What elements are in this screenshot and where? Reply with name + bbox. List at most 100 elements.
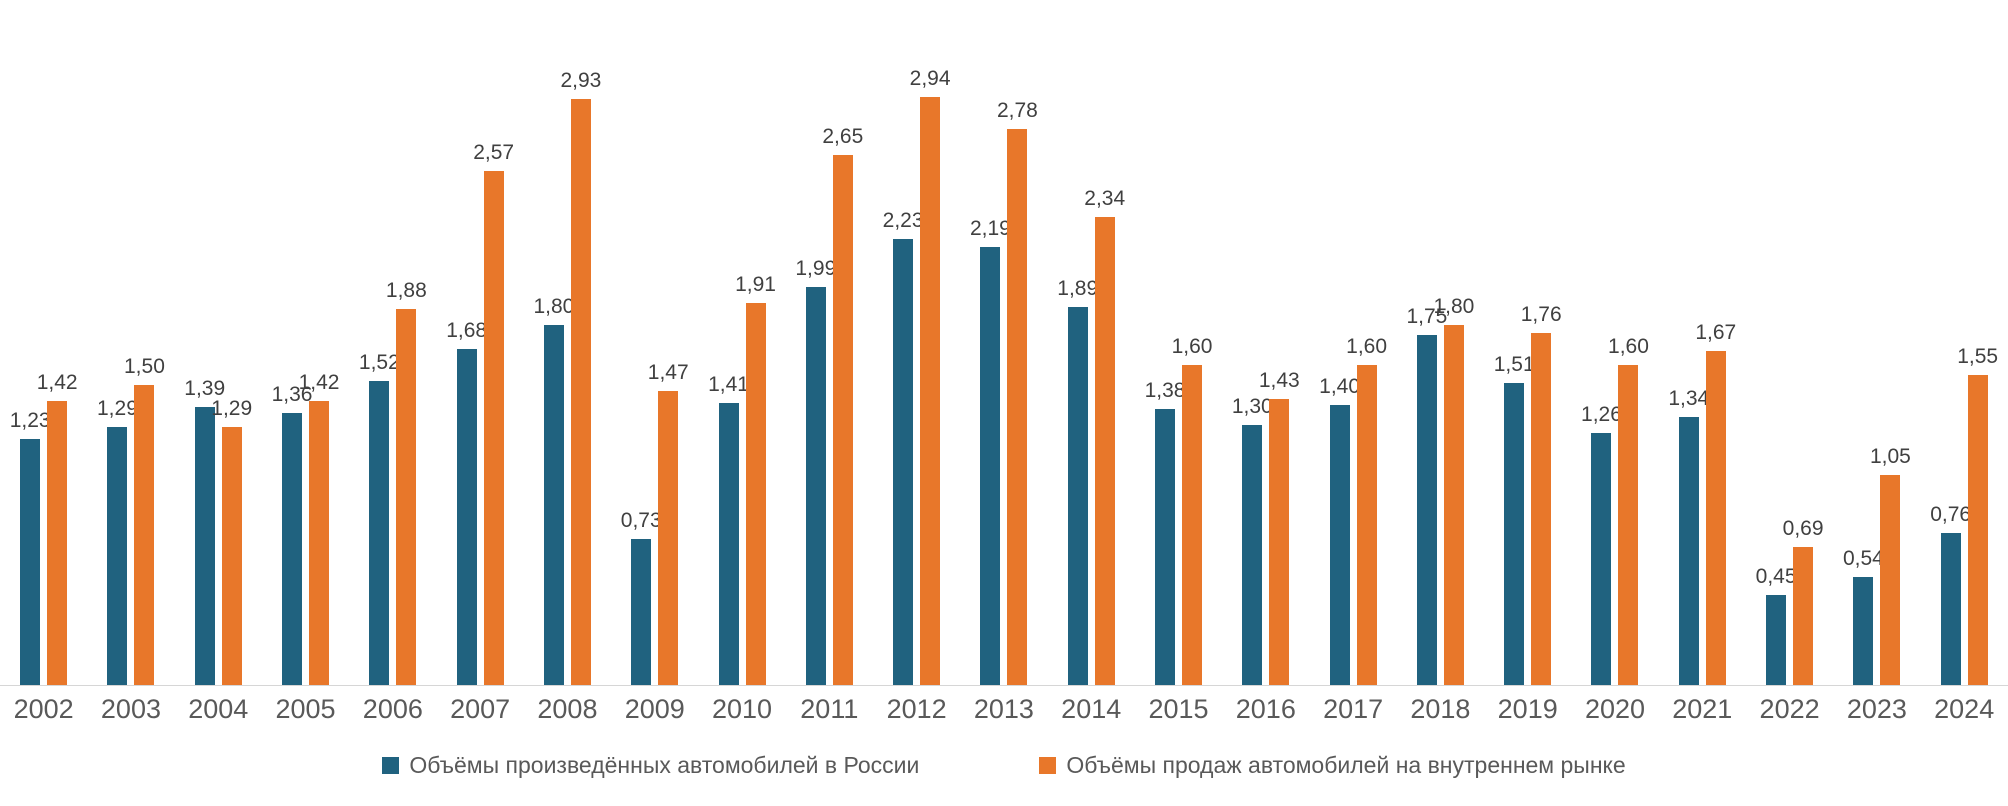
value-label: 1,60: [1171, 335, 1213, 358]
production-bar-2016: 1,30: [1232, 395, 1273, 685]
sales-bar-2003: 1,50: [124, 355, 165, 685]
production-bar-2005: 1,36: [272, 383, 312, 685]
x-axis-label-2019: 2019: [1497, 694, 1558, 724]
legend-label-production: Объёмы произведённых автомобилей в Росси…: [409, 752, 920, 778]
production-bar-2013: 2,19: [970, 217, 1011, 685]
sales-bar-2012: 2,94: [910, 67, 951, 685]
value-label: 1,30: [1231, 395, 1273, 418]
legend: Объёмы произведённых автомобилей в Росси…: [0, 752, 2008, 779]
sales-bar-2020: 1,60: [1608, 335, 1649, 685]
value-label: 1,41: [708, 373, 749, 396]
production-bar-2019: 1,51: [1494, 353, 1535, 685]
value-label: 1,42: [298, 371, 340, 394]
legend-item-sales: Объёмы продаж автомобилей на внутреннем …: [1039, 752, 1626, 779]
sales-bar-2002: 1,42: [37, 371, 78, 685]
value-label: 2,23: [882, 209, 924, 232]
value-label: 1,68: [446, 319, 488, 342]
production-bar-2012: 2,23: [883, 209, 924, 685]
value-label: 1,29: [97, 397, 138, 420]
x-axis-label-2011: 2011: [800, 694, 859, 724]
x-axis-label-2016: 2016: [1235, 694, 1296, 724]
bar-group-2012: 2,23 2,94: [873, 0, 960, 685]
value-label: 1,88: [385, 279, 427, 302]
x-axis-label-2024: 2024: [1934, 694, 1995, 724]
sales-bar-2006: 1,88: [386, 279, 427, 685]
sales-bar-2022: 0,69: [1783, 517, 1824, 685]
sales-bar-2018: 1,80: [1433, 295, 1474, 685]
sales-bar-2023: 1,05: [1870, 445, 1911, 685]
production-bar-2018: 1,75: [1406, 305, 1447, 685]
bar-group-2023: 0,54 1,05: [1833, 0, 1920, 685]
production-bar-2020: 1,26: [1581, 403, 1622, 685]
production-bar-2007: 1,68: [446, 319, 487, 685]
value-label: 1,75: [1406, 305, 1448, 328]
production-bar-2023: 0,54: [1843, 547, 1884, 685]
value-label: 1,89: [1057, 277, 1099, 300]
sales-bar-2005: 1,42: [299, 371, 339, 685]
value-label: 1,80: [533, 295, 575, 318]
value-label: 1,39: [184, 377, 226, 400]
x-axis-label-2018: 2018: [1410, 694, 1471, 724]
production-bar-2006: 1,52: [359, 351, 400, 685]
value-label: 1,26: [1581, 403, 1622, 426]
value-label: 1,50: [124, 355, 165, 378]
x-axis-label-2006: 2006: [362, 694, 423, 724]
bar-group-2019: 1,51 1,76: [1484, 0, 1571, 685]
value-label: 0,45: [1755, 565, 1797, 588]
value-label: 1,36: [271, 383, 313, 406]
x-axis-label-2013: 2013: [973, 694, 1034, 724]
production-bar-2014: 1,89: [1057, 277, 1098, 685]
value-label: 1,60: [1608, 335, 1649, 358]
bar-group-2022: 0,45 0,69: [1746, 0, 1833, 685]
legend-swatch-sales: [1039, 757, 1057, 774]
value-label: 1,47: [647, 361, 689, 384]
value-label: 1,23: [9, 409, 51, 432]
value-label: 1,80: [1433, 295, 1475, 318]
sales-bar-2010: 1,91: [735, 273, 776, 685]
value-label: 1,51: [1493, 353, 1535, 376]
x-axis-label-2012: 2012: [886, 694, 947, 724]
sales-bar-2007: 2,57: [473, 141, 514, 685]
bar-group-2016: 1,30 1,43: [1222, 0, 1309, 685]
sales-bar-2019: 1,76: [1521, 303, 1562, 685]
value-label: 1,05: [1869, 445, 1911, 468]
x-axis-label-2002: 2002: [13, 694, 74, 724]
value-label: 1,99: [795, 257, 837, 280]
value-label: 1,60: [1346, 335, 1388, 358]
sales-bar-2004: 1,29: [211, 397, 252, 685]
value-label: 1,67: [1695, 321, 1737, 344]
value-label: 2,93: [560, 69, 602, 92]
x-axis-label-2010: 2010: [711, 694, 773, 724]
value-label: 1,43: [1258, 369, 1300, 392]
plot-area: 1,23 1,42 1,29 1,50 1,39 1,29 1,36 1,42 1,52 1,88…: [0, 0, 2008, 686]
value-label: 2,65: [822, 125, 864, 148]
value-label: 1,40: [1319, 375, 1361, 398]
sales-bar-2015: 1,60: [1172, 335, 1212, 685]
value-label: 1,52: [358, 351, 400, 374]
bar-group-2021: 1,34 1,67: [1659, 0, 1746, 685]
sales-bar-2017: 1,60: [1346, 335, 1387, 685]
bar-group-2003: 1,29 1,50: [87, 0, 174, 685]
legend-swatch-production: [382, 757, 400, 774]
x-axis-label-2005: 2005: [275, 694, 336, 724]
bar-group-2011: 1,99 2,65: [786, 0, 873, 685]
production-bar-2003: 1,29: [97, 397, 138, 685]
production-bar-2022: 0,45: [1756, 565, 1797, 685]
bar-group-2005: 1,36 1,42: [262, 0, 349, 685]
x-axis-labels: 2002 2003 2004 2005 2006 2007 2008 2009 2010 2011…: [0, 694, 2008, 725]
sales-bar-2014: 2,34: [1084, 187, 1125, 685]
bar-group-2014: 1,89 2,34: [1048, 0, 1135, 685]
bar-group-2018: 1,75 1,80: [1397, 0, 1484, 685]
sales-bar-2021: 1,67: [1695, 321, 1736, 685]
production-bar-2021: 1,34: [1668, 387, 1709, 685]
value-label: 2,78: [996, 99, 1038, 122]
production-bar-2017: 1,40: [1319, 375, 1360, 685]
value-label: 0,54: [1842, 547, 1884, 570]
value-label: 1,34: [1668, 387, 1710, 410]
bar-group-2002: 1,23 1,42: [0, 0, 87, 685]
x-axis-label-2014: 2014: [1061, 694, 1122, 724]
bar-group-2008: 1,80 2,93: [524, 0, 611, 685]
bar-group-2017: 1,40 1,60: [1309, 0, 1396, 685]
production-bar-2004: 1,39: [184, 377, 225, 685]
